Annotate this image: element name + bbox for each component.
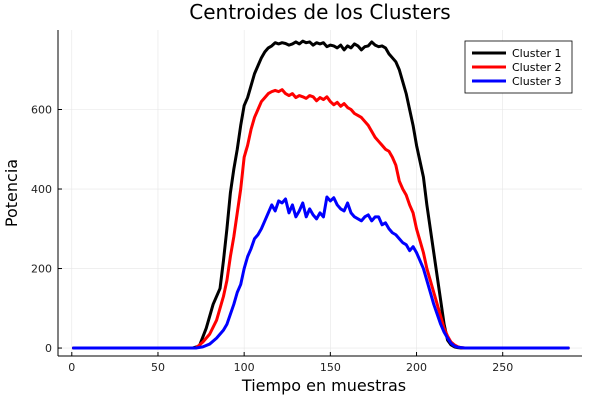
x-tick-label: 150	[320, 361, 341, 374]
legend-label-cluster-1: Cluster 1	[512, 47, 562, 60]
series-line-cluster-3	[72, 195, 570, 350]
x-tick-label: 0	[68, 361, 75, 374]
x-tick-label: 200	[406, 361, 427, 374]
x-axis-title: Tiempo en muestras	[241, 376, 406, 395]
y-axis-title: Potencia	[2, 159, 21, 227]
y-tick-label: 600	[31, 104, 52, 117]
y-tick-label: 200	[31, 263, 52, 276]
y-tick-label: 400	[31, 183, 52, 196]
series-line-cluster-2	[72, 88, 570, 350]
axes	[57, 30, 582, 357]
x-tick-label: 50	[151, 361, 165, 374]
ticks: 0 50 100 150 200 250 0 200 400 600	[31, 104, 513, 374]
x-tick-label: 250	[492, 361, 513, 374]
x-tick-label: 100	[234, 361, 255, 374]
series-line-cluster-1	[72, 39, 570, 350]
y-tick-label: 0	[45, 342, 52, 355]
chart-title: Centroides de los Clusters	[189, 0, 450, 24]
legend-label-cluster-3: Cluster 3	[512, 75, 562, 88]
legend-label-cluster-2: Cluster 2	[512, 61, 562, 74]
legend: Cluster 1 Cluster 2 Cluster 3	[464, 40, 573, 94]
series-lines	[72, 39, 570, 350]
